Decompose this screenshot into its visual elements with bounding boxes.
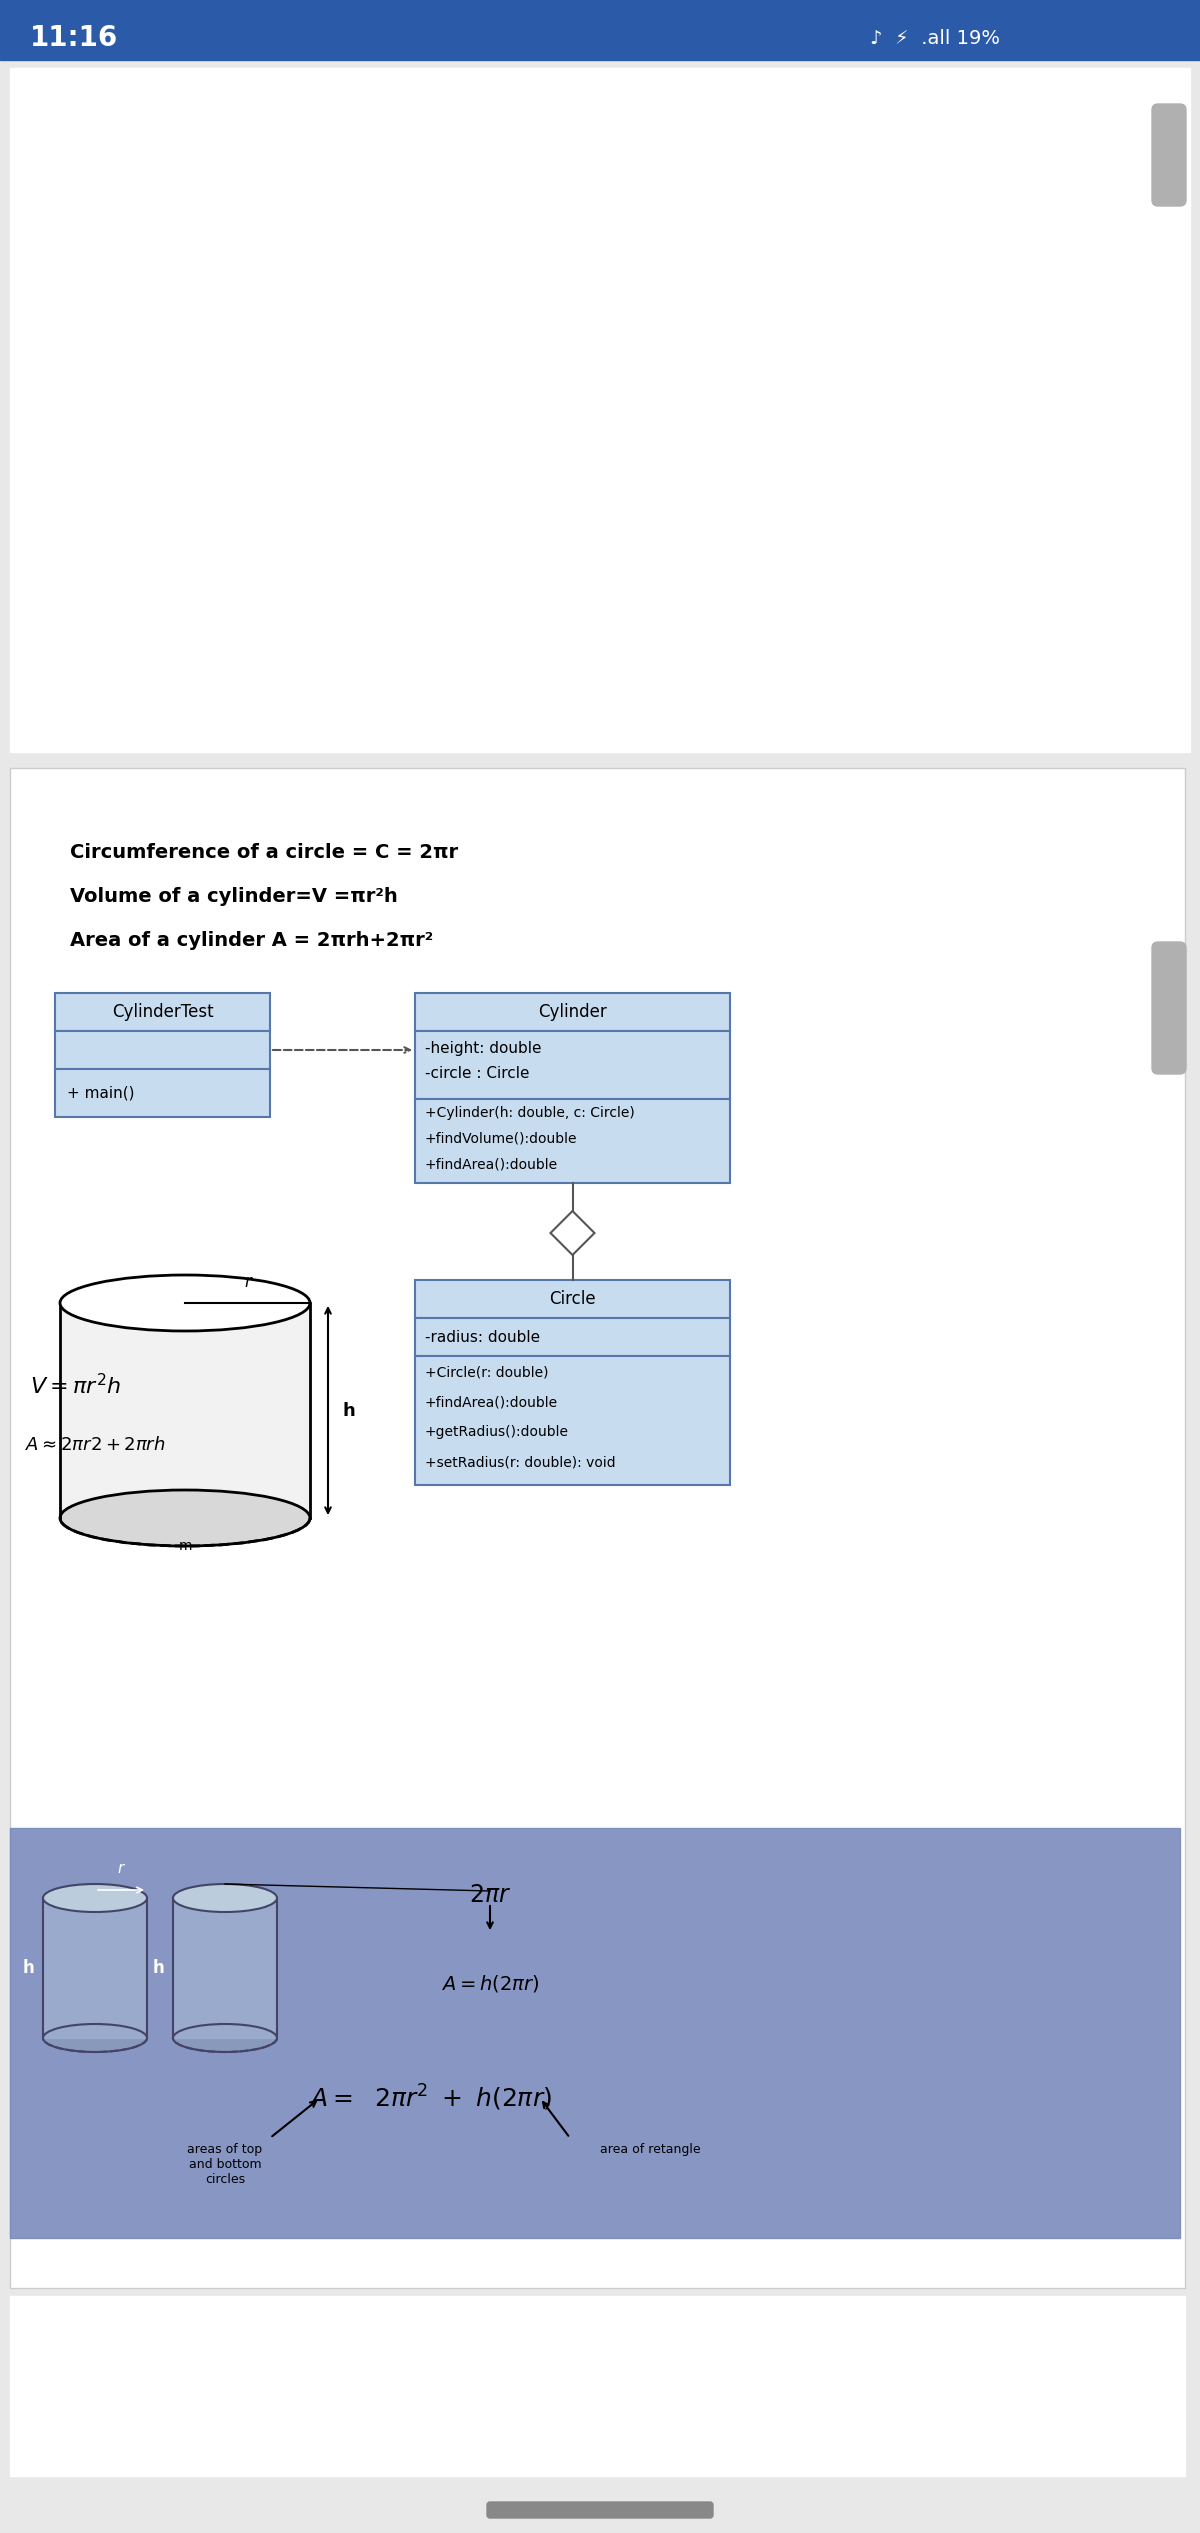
FancyBboxPatch shape [1152, 942, 1186, 1074]
Bar [415, 993, 730, 1031]
FancyBboxPatch shape [487, 2503, 713, 2518]
Bar [10, 1829, 1180, 2239]
Bar [10, 68, 1190, 752]
Ellipse shape [43, 1885, 148, 1912]
Bar [43, 1897, 148, 2039]
Text: +getRadius():double: +getRadius():double [425, 1426, 569, 1439]
Text: area of retangle: area of retangle [600, 2143, 701, 2156]
Text: + main(): + main() [67, 1087, 134, 1099]
Bar [55, 1031, 270, 1069]
Text: areas of top
and bottom
circles: areas of top and bottom circles [187, 2143, 263, 2186]
Text: r: r [244, 1274, 251, 1292]
Text: Volume of a cylinder=V =πr²h: Volume of a cylinder=V =πr²h [70, 887, 397, 907]
Text: +findArea():double: +findArea():double [425, 1396, 558, 1408]
Bar [10, 767, 1186, 2287]
Text: +setRadius(r: double): void: +setRadius(r: double): void [425, 1454, 616, 1469]
Ellipse shape [173, 2024, 277, 2052]
FancyBboxPatch shape [1152, 104, 1186, 205]
Ellipse shape [60, 1274, 310, 1330]
Bar [415, 1355, 730, 1484]
Bar [415, 1279, 730, 1317]
Text: r: r [118, 1862, 124, 1877]
Text: $2\pi r$: $2\pi r$ [469, 1882, 511, 1907]
Bar [60, 1302, 310, 1517]
Text: -radius: double: -radius: double [425, 1330, 540, 1345]
Text: 11:16: 11:16 [30, 23, 119, 53]
Text: h: h [342, 1401, 355, 1418]
Text: h: h [23, 1958, 35, 1976]
Text: Circumference of a circle = C = 2πr: Circumference of a circle = C = 2πr [70, 843, 458, 861]
Bar [415, 1031, 730, 1099]
Text: -height: double: -height: double [425, 1041, 541, 1056]
Text: Area of a cylinder A = 2πrh+2πr²: Area of a cylinder A = 2πrh+2πr² [70, 932, 433, 950]
Bar [0, 0, 1200, 61]
Text: +Circle(r: double): +Circle(r: double) [425, 1365, 548, 1378]
Text: Circle: Circle [550, 1289, 596, 1307]
Ellipse shape [43, 2024, 148, 2052]
Text: h: h [154, 1958, 164, 1976]
Bar [173, 1897, 277, 2039]
Ellipse shape [173, 1885, 277, 1912]
Bar [415, 1317, 730, 1355]
Bar [10, 2295, 1186, 2475]
Text: $A \approx 2\pi r2 + 2\pi rh$: $A \approx 2\pi r2 + 2\pi rh$ [25, 1436, 166, 1454]
Text: Cylinder: Cylinder [538, 1003, 607, 1021]
Text: -circle : Circle: -circle : Circle [425, 1066, 529, 1082]
Text: +findVolume():double: +findVolume():double [425, 1132, 577, 1145]
Text: +Cylinder(h: double, c: Circle): +Cylinder(h: double, c: Circle) [425, 1107, 635, 1120]
Text: +findArea():double: +findArea():double [425, 1158, 558, 1173]
Text: ♪  ⚡  .all 19%: ♪ ⚡ .all 19% [870, 28, 1000, 48]
Bar [55, 1069, 270, 1117]
Text: $V = \pi r^2 h$: $V = \pi r^2 h$ [30, 1373, 121, 1398]
Text: CylinderTest: CylinderTest [112, 1003, 214, 1021]
Bar [415, 1099, 730, 1183]
Text: $A = h(2\pi r)$: $A = h(2\pi r)$ [440, 1973, 539, 1993]
Text: $A = \ \ 2\pi r^2 \ + \ h(2\pi r)$: $A = \ \ 2\pi r^2 \ + \ h(2\pi r)$ [308, 2082, 552, 2113]
Ellipse shape [60, 1489, 310, 1545]
Bar [55, 993, 270, 1031]
Text: m: m [179, 1540, 192, 1553]
